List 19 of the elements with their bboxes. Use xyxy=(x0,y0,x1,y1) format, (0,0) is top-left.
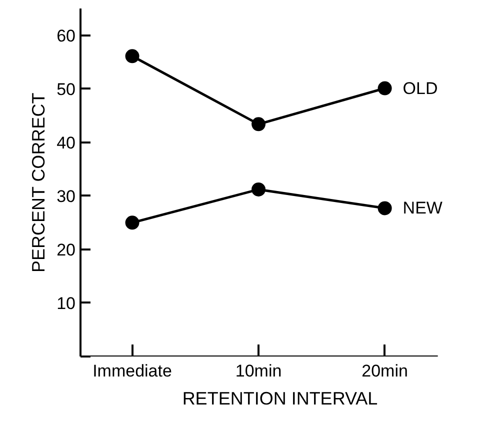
y-axis-title: PERCENT CORRECT xyxy=(28,92,49,273)
y-tick-label: 30 xyxy=(56,186,76,206)
point xyxy=(125,49,140,64)
point xyxy=(125,216,140,230)
y-tick-label: 20 xyxy=(56,240,76,260)
y-tick-label: 50 xyxy=(56,80,76,99)
x-tick-label: 20min xyxy=(362,362,408,380)
series-label: NEW xyxy=(402,198,442,218)
x-tick-label: 10min xyxy=(235,362,282,380)
y-tick-label: 10 xyxy=(56,294,76,313)
x-axis-title: RETENTION INTERVAL xyxy=(182,388,378,408)
y-tick-label: 60 xyxy=(56,26,76,46)
point xyxy=(378,81,392,96)
point xyxy=(378,201,392,216)
point xyxy=(252,182,266,196)
point xyxy=(252,117,266,132)
y-tick-label: 40 xyxy=(56,133,76,152)
series-label: OLD xyxy=(402,78,438,98)
x-tick-label: Immediate xyxy=(92,362,172,380)
